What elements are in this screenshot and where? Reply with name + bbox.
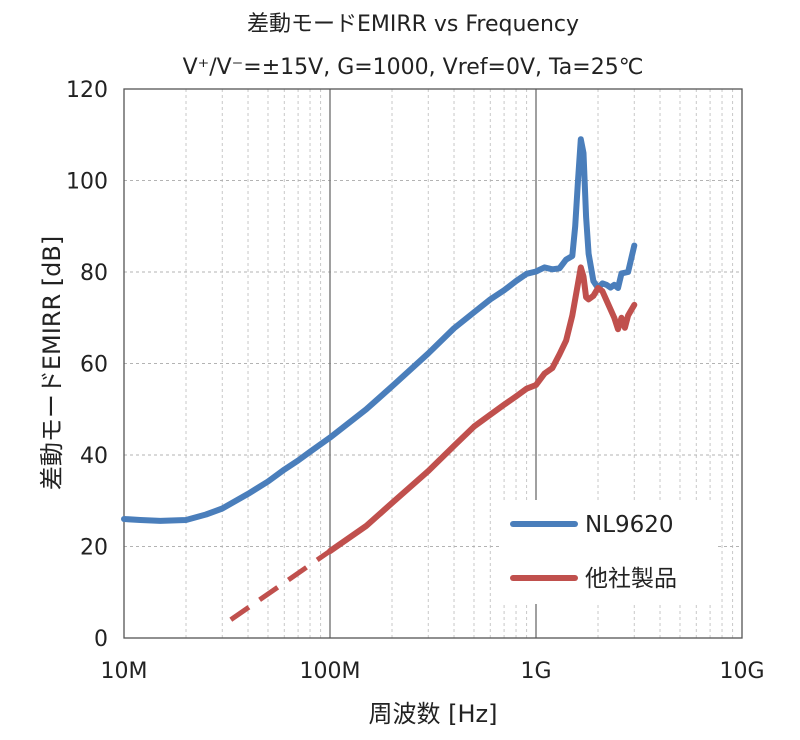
plot-area-frame — [123, 88, 743, 639]
y-tick-label: 60 — [80, 353, 108, 378]
x-axis-label: 周波数 [Hz] — [369, 700, 498, 728]
chart-subtitle: V⁺/V⁻=±15V, G=1000, Vref=0V, Ta=25℃ — [183, 55, 644, 80]
y-tick-label: 80 — [80, 261, 108, 286]
series-layer — [121, 136, 638, 622]
x-tick-label: 10M — [101, 659, 148, 684]
y-axis-label: 差動モードEMIRR [dB] — [38, 236, 66, 490]
x-tick-label: 100M — [300, 659, 361, 684]
y-tick-label: 0 — [94, 627, 108, 652]
y-tick-label: 20 — [80, 536, 108, 561]
series-line-competitor — [327, 264, 638, 555]
legend-label-competitor: 他社製品 — [585, 566, 677, 592]
series-extrapolation-line — [229, 549, 332, 622]
x-tick-label: 10G — [719, 659, 764, 684]
x-tick-label: 1G — [520, 659, 551, 684]
y-tick-label: 100 — [66, 170, 108, 195]
legend-box — [500, 500, 718, 604]
x-axis-tick-labels: 10M 100M 1G 10G — [101, 659, 765, 684]
series-line-nl9620 — [121, 136, 638, 524]
legend-label-nl9620: NL9620 — [585, 512, 674, 538]
y-axis-tick-labels: 0 20 40 60 80 100 120 — [66, 78, 108, 652]
chart-title: 差動モードEMIRR vs Frequency — [247, 12, 579, 37]
y-tick-label: 40 — [80, 444, 108, 469]
y-tick-label: 120 — [66, 78, 108, 103]
